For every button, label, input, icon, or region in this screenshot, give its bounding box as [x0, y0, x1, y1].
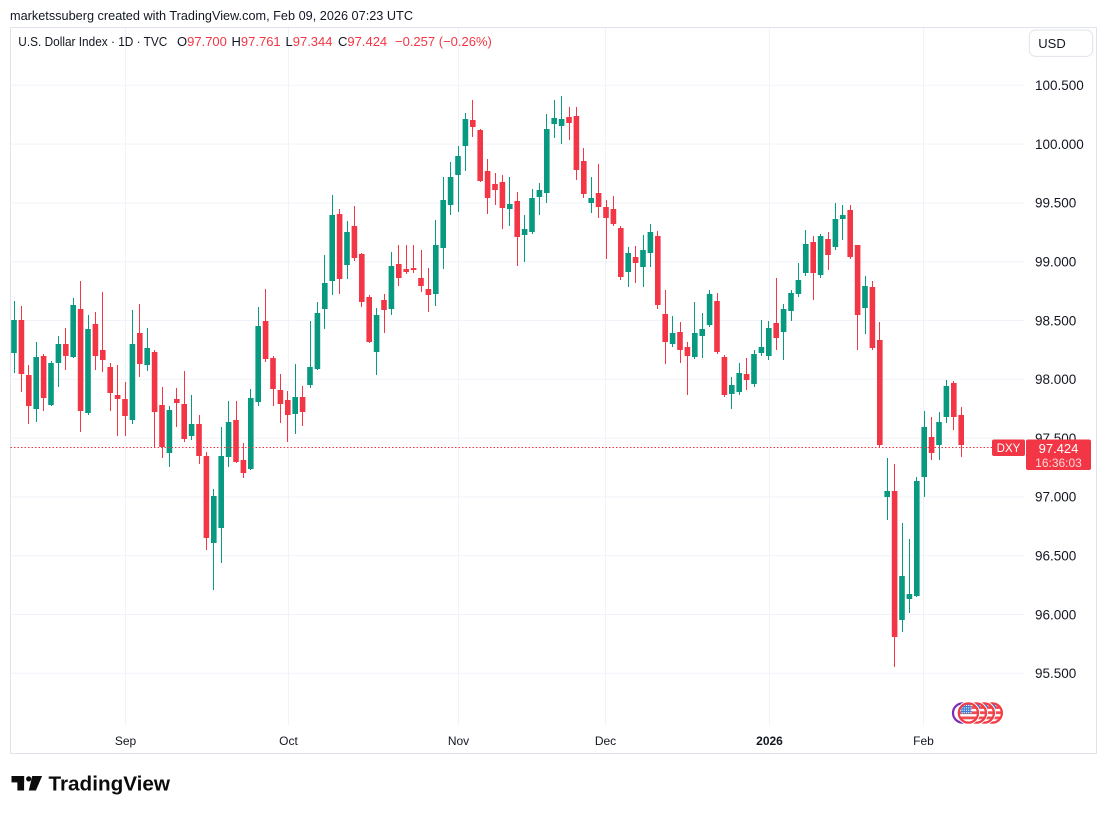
svg-text:98.000: 98.000: [1035, 372, 1076, 387]
svg-text:97.000: 97.000: [1035, 490, 1076, 505]
svg-text:Sep: Sep: [115, 734, 137, 748]
svg-text:100.500: 100.500: [1035, 78, 1084, 93]
svg-text:USD: USD: [1038, 36, 1065, 51]
svg-text:Feb: Feb: [913, 734, 934, 748]
svg-text:Nov: Nov: [448, 734, 469, 748]
svg-text:97.424: 97.424: [1039, 441, 1079, 456]
svg-text:2026: 2026: [756, 734, 783, 748]
svg-text:16:36:03: 16:36:03: [1035, 456, 1082, 470]
svg-text:98.500: 98.500: [1035, 313, 1076, 328]
svg-text:DXY: DXY: [997, 443, 1021, 455]
svg-text:95.500: 95.500: [1035, 666, 1076, 681]
svg-text:99.500: 99.500: [1035, 196, 1076, 211]
svg-text:TradingView: TradingView: [49, 773, 171, 796]
svg-text:Dec: Dec: [595, 734, 616, 748]
svg-text:U.S. Dollar Index · 1D · TVC: U.S. Dollar Index · 1D · TVC: [18, 34, 167, 49]
svg-text:96.500: 96.500: [1035, 549, 1076, 564]
svg-text:99.000: 99.000: [1035, 255, 1076, 270]
svg-text:Oct: Oct: [279, 734, 298, 748]
svg-text:96.000: 96.000: [1035, 607, 1076, 622]
svg-text:marketssuberg created with Tra: marketssuberg created with TradingView.c…: [10, 8, 413, 23]
svg-text:100.000: 100.000: [1035, 137, 1084, 152]
